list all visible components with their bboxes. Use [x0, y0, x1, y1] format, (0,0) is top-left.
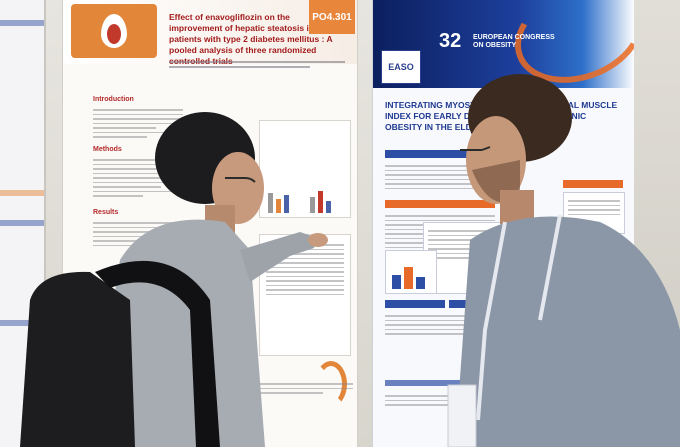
figure-bar-charts — [259, 120, 351, 218]
section-bar — [385, 300, 445, 308]
section-bar — [385, 150, 495, 158]
poster-stripe — [0, 20, 44, 26]
section-heading: Introduction — [93, 96, 134, 103]
glasses-icon — [225, 177, 256, 183]
section-bar — [563, 180, 623, 188]
body-text — [93, 156, 183, 200]
glasses-icon — [460, 146, 491, 151]
poster-stripe — [0, 320, 44, 326]
congress-name: EUROPEAN CONGRESS ON OBESITY — [473, 34, 555, 49]
figure-bar-chart — [385, 250, 437, 294]
section-heading: Methods — [93, 146, 122, 153]
easo-logo: EASO — [381, 50, 421, 84]
body-text — [385, 312, 509, 338]
poster-header: Effect of enavogliflozin on the improvem… — [63, 0, 357, 66]
congress-edition: 32 — [439, 30, 462, 52]
blood-drop-logo-icon — [71, 4, 157, 58]
right-person-shirt — [455, 216, 680, 447]
left-person-arm — [240, 232, 318, 282]
body-text — [93, 106, 183, 141]
body-text — [385, 162, 495, 192]
section-bar — [385, 380, 509, 386]
congress-banner: EASO 32 EUROPEAN CONGRESS ON OBESITY — [373, 0, 635, 100]
backpack-icon — [20, 271, 135, 447]
poster-id-badge: PO4.301 — [309, 0, 355, 34]
section-heading: Results — [93, 209, 119, 216]
name-badge — [447, 384, 477, 447]
poster-stripe — [0, 220, 44, 226]
author-line — [169, 58, 345, 80]
section-bar — [385, 200, 495, 208]
pointing-hand — [308, 233, 328, 247]
body-text — [385, 392, 509, 409]
conclusion-text — [253, 380, 353, 447]
backpack-strap — [95, 260, 220, 447]
poster-stripe — [0, 190, 44, 196]
lanyard — [476, 214, 562, 421]
